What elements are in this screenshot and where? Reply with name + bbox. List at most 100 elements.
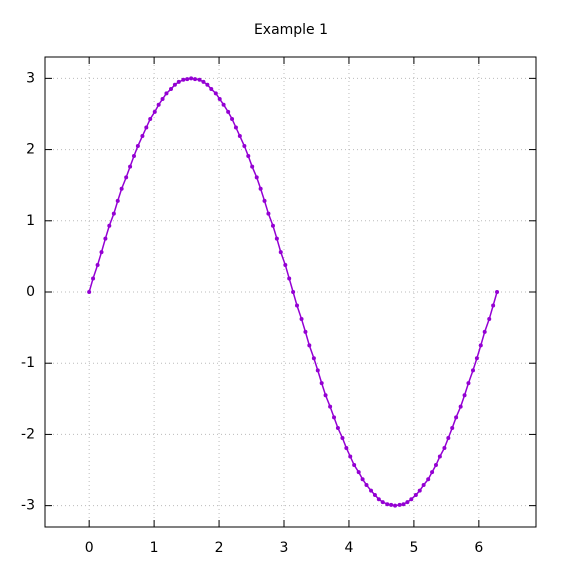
point <box>458 404 463 409</box>
point <box>340 435 345 440</box>
point <box>209 87 214 92</box>
point <box>495 290 500 294</box>
point <box>164 91 169 96</box>
point <box>348 454 353 459</box>
point <box>405 500 410 505</box>
point <box>189 76 194 81</box>
point <box>376 497 381 502</box>
point <box>172 82 177 87</box>
point <box>168 87 173 92</box>
point <box>466 381 471 386</box>
point <box>95 262 100 267</box>
point <box>262 198 267 203</box>
point <box>193 77 198 82</box>
point <box>111 211 116 216</box>
point <box>246 153 251 158</box>
y-tick-label: 2 <box>26 142 35 158</box>
point <box>226 109 231 114</box>
point <box>437 454 442 459</box>
point <box>332 415 337 420</box>
point <box>401 502 406 507</box>
point <box>237 134 242 139</box>
x-tick-label: 0 <box>85 540 94 556</box>
point <box>344 445 349 450</box>
point <box>369 488 374 493</box>
point <box>474 356 479 361</box>
point <box>242 144 247 149</box>
y-tick-label: -1 <box>21 355 35 371</box>
point <box>413 492 418 497</box>
y-tick-label: 3 <box>26 70 35 86</box>
point <box>217 97 222 102</box>
point <box>364 482 369 487</box>
point <box>233 125 238 130</box>
y-tick-label: 0 <box>26 284 35 300</box>
point <box>319 381 324 386</box>
point <box>221 102 226 107</box>
point <box>360 477 365 482</box>
point <box>421 482 426 487</box>
point <box>205 82 210 87</box>
point <box>323 393 328 398</box>
point <box>148 116 153 121</box>
x-tick-label: 3 <box>280 540 289 556</box>
chart-title: Example 1 <box>254 22 328 38</box>
point <box>380 500 385 505</box>
point <box>311 356 316 361</box>
point <box>230 116 235 121</box>
point <box>294 303 299 308</box>
point <box>107 223 112 228</box>
point <box>176 79 181 84</box>
point <box>103 236 108 241</box>
point <box>430 470 435 475</box>
x-tick-label: 1 <box>150 540 159 556</box>
point <box>254 175 259 180</box>
x-tick-label: 2 <box>215 540 224 556</box>
point <box>135 144 140 149</box>
x-tick-label: 6 <box>474 540 483 556</box>
point <box>140 134 145 139</box>
point <box>454 415 459 420</box>
point <box>462 393 467 398</box>
point <box>283 262 288 267</box>
point <box>491 303 496 308</box>
point <box>356 470 361 475</box>
plot-frame <box>44 56 537 528</box>
point <box>307 343 312 348</box>
point <box>299 317 304 322</box>
point <box>328 404 333 409</box>
point <box>315 368 320 373</box>
point <box>397 502 402 507</box>
point <box>393 503 398 508</box>
point <box>152 109 157 114</box>
point <box>487 317 492 322</box>
point <box>442 445 447 450</box>
x-tick-label: 4 <box>344 540 353 556</box>
point <box>213 91 218 96</box>
point <box>426 477 431 482</box>
point <box>433 463 438 468</box>
point <box>352 463 357 468</box>
y-tick-label: -3 <box>21 498 35 514</box>
point <box>250 164 255 169</box>
point <box>128 164 133 169</box>
point <box>446 435 451 440</box>
point <box>258 186 263 191</box>
point <box>185 77 190 82</box>
point <box>409 497 414 502</box>
point <box>303 329 308 334</box>
point <box>119 186 124 191</box>
point <box>450 426 455 431</box>
point <box>201 79 206 84</box>
point <box>99 250 104 255</box>
y-tick-label: -2 <box>21 426 35 442</box>
point <box>270 223 275 228</box>
point <box>471 368 476 373</box>
point <box>115 198 120 203</box>
point <box>278 250 283 255</box>
point <box>274 236 279 241</box>
point <box>124 175 129 180</box>
point <box>291 290 296 294</box>
